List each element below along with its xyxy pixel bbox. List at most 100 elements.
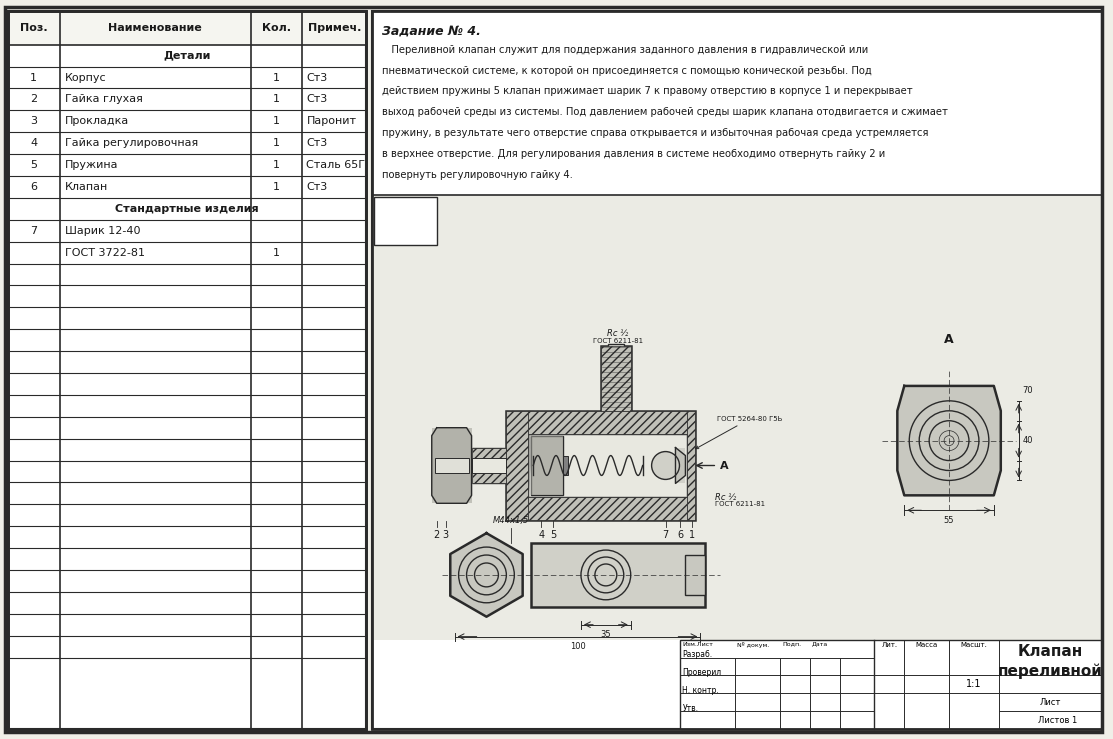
Text: 2: 2	[434, 530, 440, 540]
Text: 6: 6	[30, 182, 38, 192]
Text: Н. контр.: Н. контр.	[682, 687, 719, 695]
Bar	[506, 411, 529, 520]
Circle shape	[651, 452, 679, 480]
Bar	[506, 411, 696, 434]
Bar	[432, 428, 472, 503]
Bar	[8, 11, 366, 729]
Text: 70: 70	[1023, 386, 1033, 395]
Text: Детали: Детали	[164, 51, 210, 61]
Bar	[676, 448, 686, 483]
Text: 7: 7	[662, 530, 669, 540]
Polygon shape	[897, 386, 1001, 495]
Text: 1:1: 1:1	[966, 679, 982, 689]
Text: 100: 100	[570, 641, 585, 650]
Bar	[529, 411, 688, 434]
Bar	[531, 436, 563, 495]
Bar	[680, 639, 1102, 729]
Text: M44x1,5: M44x1,5	[493, 516, 530, 525]
Bar	[374, 197, 436, 245]
Text: Дата: Дата	[811, 641, 828, 647]
Text: 4: 4	[30, 138, 38, 149]
Bar	[506, 411, 696, 520]
Text: Ст3: Ст3	[306, 182, 327, 192]
Text: 1: 1	[30, 72, 38, 83]
Text: 3: 3	[443, 530, 449, 540]
Text: Переливной клапан служит для поддержания заданного давления в гидравлической или: Переливной клапан служит для поддержания…	[382, 44, 868, 55]
Bar	[372, 11, 1102, 729]
Bar	[608, 344, 623, 411]
Text: ГОСТ 5264-80 Г5Ь: ГОСТ 5264-80 Г5Ь	[696, 416, 782, 449]
Bar	[506, 411, 529, 520]
Text: 1: 1	[273, 72, 280, 83]
Text: Rс ½: Rс ½	[716, 494, 737, 503]
Text: в верхнее отверстие. Для регулирования давления в системе необходимо отвернуть г: в верхнее отверстие. Для регулирования д…	[382, 149, 885, 159]
Text: Масшт.: Масшт.	[961, 641, 987, 647]
Text: Подп.: Подп.	[782, 641, 801, 647]
Text: Утв.: Утв.	[682, 704, 699, 713]
Text: Шарик 12-40: Шарик 12-40	[65, 225, 140, 236]
Text: пневматической системе, к которой он присоединяется с помощью конической резьбы.: пневматической системе, к которой он при…	[382, 66, 871, 75]
Text: 2: 2	[30, 95, 38, 104]
Text: 1: 1	[273, 160, 280, 170]
Text: А: А	[720, 460, 729, 471]
Text: повернуть регулировочную гайку 4.: повернуть регулировочную гайку 4.	[382, 170, 573, 180]
Text: 1: 1	[273, 95, 280, 104]
Text: Сталь 65Г: Сталь 65Г	[306, 160, 365, 170]
Text: Проверил: Проверил	[682, 668, 721, 678]
Text: 1: 1	[273, 182, 280, 192]
Bar	[563, 455, 568, 475]
Bar	[472, 448, 506, 483]
Text: Nº докум.: Nº докум.	[737, 641, 769, 647]
Text: Примеч.: Примеч.	[307, 23, 361, 33]
Text: 5: 5	[550, 530, 556, 540]
Text: Кол.: Кол.	[262, 23, 292, 33]
Text: 7: 7	[30, 225, 38, 236]
Text: Пружина: Пружина	[65, 160, 118, 170]
Polygon shape	[432, 428, 472, 503]
Text: Стандартные изделия: Стандартные изделия	[116, 204, 259, 214]
Bar	[372, 11, 1102, 729]
Bar	[8, 11, 366, 729]
Text: 1: 1	[689, 530, 696, 540]
Text: 40: 40	[1023, 436, 1033, 445]
Text: действием пружины 5 клапан прижимает шарик 7 к правому отверстию в корпусе 1 и п: действием пружины 5 клапан прижимает шар…	[382, 86, 913, 97]
Bar	[531, 543, 706, 607]
Text: Ст3: Ст3	[306, 72, 327, 83]
Text: Паронит: Паронит	[306, 116, 356, 126]
Text: Ст3: Ст3	[306, 95, 327, 104]
Text: ГОСТ 6211-81: ГОСТ 6211-81	[716, 501, 766, 507]
Text: выход рабочей среды из системы. Под давлением рабочей среды шарик клапана отодви: выход рабочей среды из системы. Под давл…	[382, 107, 948, 118]
Text: Клапан
переливной: Клапан переливной	[998, 644, 1103, 679]
Text: Прокладка: Прокладка	[65, 116, 129, 126]
Bar	[372, 195, 1102, 639]
Text: 35: 35	[601, 630, 611, 638]
Bar	[601, 346, 631, 411]
Text: Ст3: Ст3	[306, 138, 327, 149]
Bar	[529, 434, 688, 497]
Text: 1: 1	[273, 138, 280, 149]
Bar	[8, 11, 366, 729]
Text: Разраб.: Разраб.	[682, 650, 712, 659]
Text: Корпус: Корпус	[65, 72, 106, 83]
Bar	[472, 448, 506, 483]
Text: Масса: Масса	[916, 641, 938, 647]
Bar	[688, 411, 696, 520]
Text: 3: 3	[30, 116, 38, 126]
Text: Гайка глухая: Гайка глухая	[65, 95, 142, 104]
Bar	[435, 457, 469, 474]
Text: Поз.: Поз.	[20, 23, 48, 33]
Text: Клапан: Клапан	[65, 182, 108, 192]
Text: ГОСТ 3722-81: ГОСТ 3722-81	[65, 248, 145, 258]
Bar	[529, 497, 688, 520]
Text: пружину, в результате чего отверстие справа открывается и избыточная рабочая сре: пружину, в результате чего отверстие спр…	[382, 129, 928, 138]
Bar	[601, 346, 631, 411]
Text: 1: 1	[273, 116, 280, 126]
Text: Лист: Лист	[1040, 698, 1061, 706]
Text: 1: 1	[273, 248, 280, 258]
Text: Листов 1: Листов 1	[1037, 715, 1077, 725]
Text: 6: 6	[678, 530, 683, 540]
Bar	[688, 411, 696, 520]
Text: ГОСТ 6211-81: ГОСТ 6211-81	[593, 338, 643, 344]
Text: Изм.Лист: Изм.Лист	[682, 641, 713, 647]
Text: 5: 5	[30, 160, 38, 170]
